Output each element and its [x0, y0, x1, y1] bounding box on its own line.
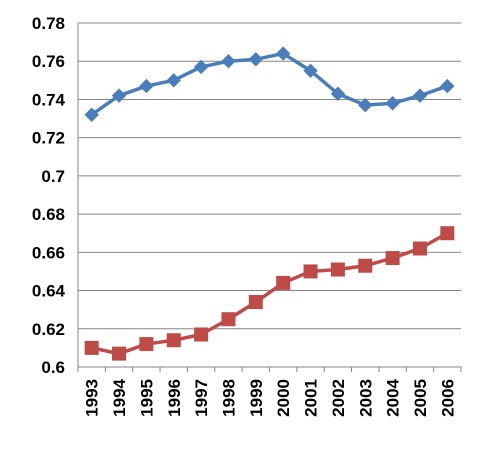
x-tick-label: 1999	[247, 379, 266, 417]
y-tick-label: 0.72	[32, 129, 65, 148]
y-tick-label: 0.64	[32, 282, 66, 301]
data-point-diamond	[412, 88, 428, 103]
data-point-diamond	[84, 107, 99, 122]
x-tick-label: 2001	[302, 379, 321, 417]
data-point-diamond	[440, 78, 455, 94]
x-tick-label: 1998	[219, 379, 238, 417]
y-tick-label: 0.78	[32, 14, 65, 33]
y-tick-label: 0.74	[32, 90, 66, 109]
data-point-diamond	[111, 88, 127, 103]
gridlines	[78, 22, 461, 330]
data-point-diamond	[139, 78, 154, 94]
x-tick-label: 2005	[411, 379, 430, 417]
data-point-square	[194, 327, 209, 342]
x-tick-label: 1995	[137, 379, 156, 417]
y-tick-label: 0.66	[32, 243, 65, 262]
data-point-square	[276, 275, 291, 290]
y-axis-tick-labels: 0.6 0.62 0.64 0.66 0.68 0.7 0.72 0.74 0.76 0.78	[32, 14, 66, 377]
series-1	[84, 46, 455, 122]
data-point-square	[166, 333, 181, 348]
x-tick-label: 1996	[165, 379, 184, 417]
data-point-square	[330, 262, 345, 277]
data-point-diamond	[275, 46, 291, 61]
data-series	[84, 46, 455, 361]
data-point-diamond	[303, 63, 318, 78]
y-tick-label: 0.6	[41, 358, 65, 377]
data-point-diamond	[193, 59, 209, 75]
data-point-square	[112, 346, 127, 361]
x-tick-label: 1994	[110, 378, 129, 416]
data-point-square	[412, 241, 427, 256]
x-tick-label: 2003	[356, 379, 375, 417]
x-tick-label: 2002	[329, 379, 348, 417]
series-2	[84, 226, 455, 361]
x-tick-label: 2004	[384, 378, 403, 416]
y-tick-label: 0.68	[32, 205, 65, 224]
data-point-diamond	[330, 86, 346, 101]
x-tick-label: 1993	[83, 379, 102, 417]
data-point-square	[385, 251, 400, 266]
y-tick-label: 0.76	[32, 52, 65, 71]
x-tick-label: 1997	[192, 379, 211, 417]
data-point-square	[303, 264, 318, 279]
data-point-diamond	[221, 54, 236, 69]
data-point-diamond	[358, 97, 373, 113]
data-point-square	[440, 226, 455, 241]
data-point-square	[221, 312, 236, 327]
data-point-diamond	[166, 73, 181, 88]
y-tick-label: 0.62	[32, 320, 65, 339]
data-point-square	[84, 340, 99, 355]
x-tick-label: 2006	[438, 379, 457, 417]
data-point-diamond	[248, 52, 264, 67]
x-tick-label: 2000	[274, 379, 293, 417]
data-point-square	[358, 258, 373, 273]
data-point-diamond	[385, 96, 400, 111]
axes	[77, 23, 462, 372]
x-axis-tick-labels: 1993 1994 1995 1996 1997 1998 1999 2000 2001 2002…	[83, 378, 458, 416]
y-tick-label: 0.7	[41, 167, 65, 186]
data-point-square	[139, 337, 154, 352]
data-point-square	[248, 295, 263, 310]
